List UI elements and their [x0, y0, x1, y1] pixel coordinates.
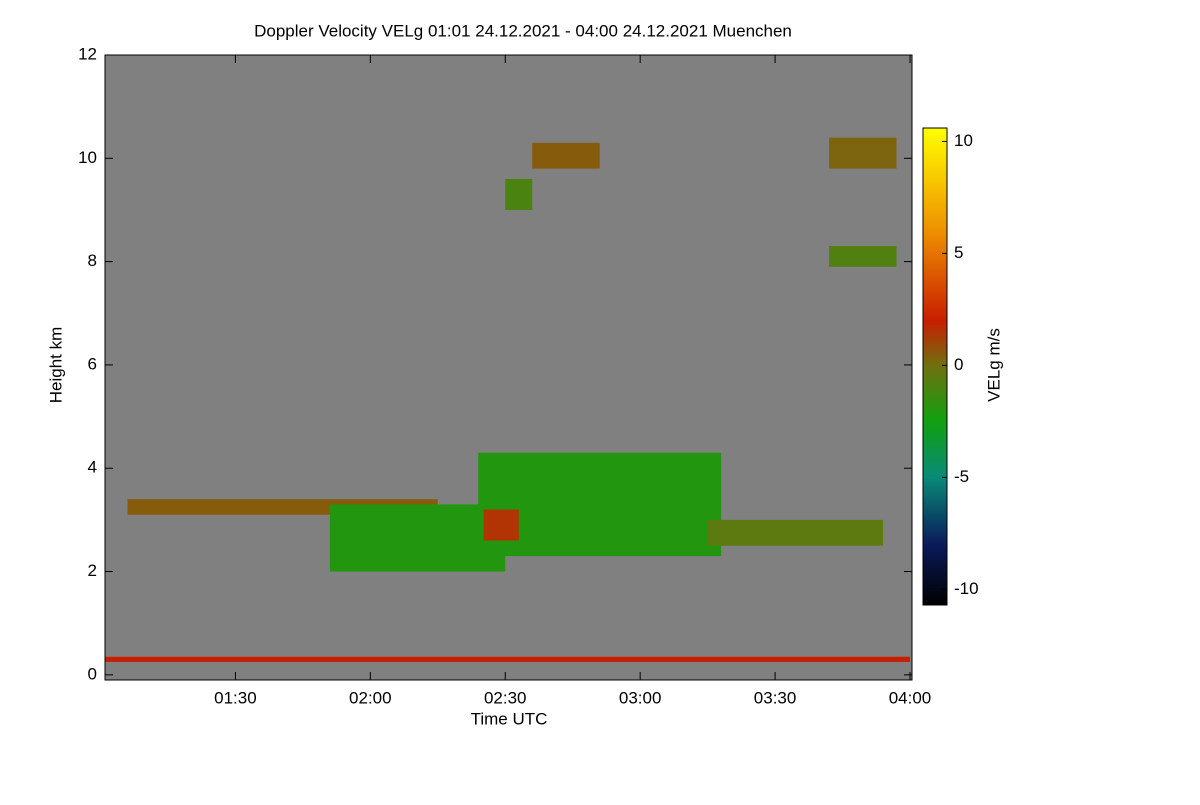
y-tick-label: 12 — [78, 44, 97, 63]
x-axis-label: Time UTC — [471, 709, 548, 728]
echo-cell — [532, 142, 600, 169]
echo-cell — [105, 656, 910, 662]
plot-background — [105, 55, 912, 680]
colorbar-tick-label: 5 — [954, 243, 963, 262]
echo-cell — [329, 504, 506, 572]
x-tick-label: 02:30 — [484, 688, 527, 707]
y-tick-label: 4 — [88, 458, 97, 477]
x-tick-label: 04:00 — [889, 688, 932, 707]
y-axis-label: Height km — [46, 327, 65, 404]
x-tick-label: 03:30 — [754, 688, 797, 707]
y-tick-label: 10 — [78, 148, 97, 167]
chart-title: Doppler Velocity VELg 01:01 24.12.2021 -… — [254, 21, 792, 40]
echo-cell — [483, 509, 519, 541]
colorbar — [922, 127, 948, 606]
colorbar-tick-label: 0 — [954, 355, 963, 374]
colorbar-tick-label: -10 — [954, 579, 979, 598]
y-tick-label: 8 — [88, 251, 97, 270]
x-tick-label: 01:30 — [214, 688, 257, 707]
x-tick-label: 02:00 — [349, 688, 392, 707]
echo-cell — [829, 246, 897, 267]
colorbar-tick-label: 10 — [954, 131, 973, 150]
echo-cell — [829, 137, 897, 169]
plot-frame — [104, 54, 913, 681]
echo-cell — [505, 178, 533, 210]
echo-cell — [478, 452, 722, 557]
y-tick-label: 2 — [88, 561, 97, 580]
x-tick-label: 03:00 — [619, 688, 662, 707]
colorbar-tick-label: -5 — [954, 467, 969, 486]
y-tick-label: 6 — [88, 354, 97, 373]
y-tick-label: 0 — [88, 664, 97, 683]
colorbar-label: VELg m/s — [984, 328, 1003, 402]
echo-cell — [707, 519, 884, 546]
